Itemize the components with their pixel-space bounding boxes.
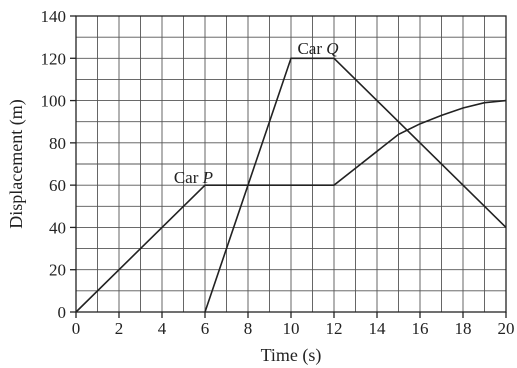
x-tick-labels: 0 2 4 6 8 10 12 14 16 18 20 (72, 319, 515, 338)
series-labels: Car P Car Q (174, 39, 339, 187)
x-tick-label: 4 (158, 319, 167, 338)
y-tick-label: 60 (49, 176, 66, 195)
y-axis-title: Displacement (m) (6, 99, 27, 228)
x-tick-label: 14 (369, 319, 387, 338)
y-tick-label: 100 (41, 92, 67, 111)
y-tick-labels: 0 20 40 60 80 100 120 140 (41, 7, 67, 322)
x-tick-label: 8 (244, 319, 253, 338)
y-tick-label: 140 (41, 7, 67, 26)
x-tick-label: 20 (498, 319, 515, 338)
y-tick-label: 20 (49, 261, 66, 280)
x-tick-label: 16 (412, 319, 429, 338)
series-line-car-p (75, 99, 507, 313)
label-car-p: Car P (174, 168, 213, 187)
y-tick-label: 80 (49, 134, 66, 153)
y-tick-label: 40 (49, 218, 66, 237)
y-tick-label: 0 (58, 303, 67, 322)
x-tick-label: 12 (326, 319, 343, 338)
series-line-car-q (204, 57, 507, 313)
axis-ticks (70, 15, 507, 318)
label-car-q: Car Q (297, 39, 338, 58)
x-tick-label: 2 (115, 319, 124, 338)
x-tick-label: 0 (72, 319, 81, 338)
x-tick-label: 18 (455, 319, 472, 338)
x-tick-label: 10 (283, 319, 300, 338)
grid (75, 15, 507, 313)
series-lines (75, 57, 507, 313)
x-axis-title: Time (s) (261, 345, 322, 366)
x-tick-label: 6 (201, 319, 210, 338)
y-tick-label: 120 (41, 49, 67, 68)
